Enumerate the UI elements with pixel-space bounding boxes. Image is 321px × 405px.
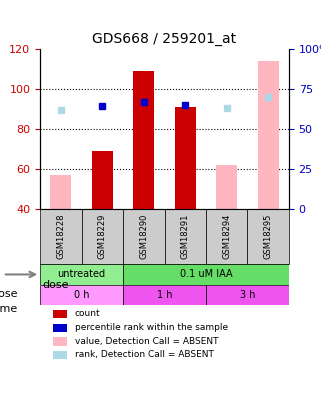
Text: GSM18290: GSM18290 bbox=[139, 214, 148, 259]
FancyBboxPatch shape bbox=[40, 264, 123, 285]
Bar bbox=[53, 310, 67, 318]
Bar bbox=[216, 165, 237, 209]
Text: GSM18228: GSM18228 bbox=[56, 214, 65, 259]
FancyBboxPatch shape bbox=[40, 285, 123, 305]
Bar bbox=[175, 107, 195, 209]
Text: rank, Detection Call = ABSENT: rank, Detection Call = ABSENT bbox=[75, 350, 214, 360]
FancyBboxPatch shape bbox=[82, 209, 123, 264]
Bar bbox=[92, 151, 113, 209]
Title: GDS668 / 259201_at: GDS668 / 259201_at bbox=[92, 32, 237, 46]
Text: dose: dose bbox=[0, 289, 18, 298]
Bar bbox=[50, 175, 71, 209]
Text: value, Detection Call = ABSENT: value, Detection Call = ABSENT bbox=[75, 337, 219, 346]
Text: percentile rank within the sample: percentile rank within the sample bbox=[75, 323, 228, 332]
FancyBboxPatch shape bbox=[247, 209, 289, 264]
FancyBboxPatch shape bbox=[165, 209, 206, 264]
FancyBboxPatch shape bbox=[206, 209, 247, 264]
Text: count: count bbox=[75, 309, 100, 318]
Text: GSM18295: GSM18295 bbox=[264, 214, 273, 259]
Bar bbox=[53, 324, 67, 332]
Bar bbox=[53, 351, 67, 359]
Bar bbox=[258, 61, 279, 209]
FancyBboxPatch shape bbox=[206, 285, 289, 305]
Text: GSM18229: GSM18229 bbox=[98, 214, 107, 259]
FancyBboxPatch shape bbox=[123, 264, 289, 285]
Text: 0.1 uM IAA: 0.1 uM IAA bbox=[180, 269, 232, 279]
FancyBboxPatch shape bbox=[40, 209, 82, 264]
Text: 0 h: 0 h bbox=[74, 290, 89, 300]
Text: GSM18294: GSM18294 bbox=[222, 214, 231, 259]
Bar bbox=[134, 70, 154, 209]
Text: untreated: untreated bbox=[57, 269, 106, 279]
Text: GSM18291: GSM18291 bbox=[181, 214, 190, 259]
FancyBboxPatch shape bbox=[123, 209, 165, 264]
Text: dose: dose bbox=[43, 280, 69, 290]
Text: 3 h: 3 h bbox=[240, 290, 255, 300]
Text: time: time bbox=[0, 304, 18, 314]
FancyBboxPatch shape bbox=[123, 285, 206, 305]
Bar bbox=[53, 337, 67, 345]
Text: 1 h: 1 h bbox=[157, 290, 172, 300]
